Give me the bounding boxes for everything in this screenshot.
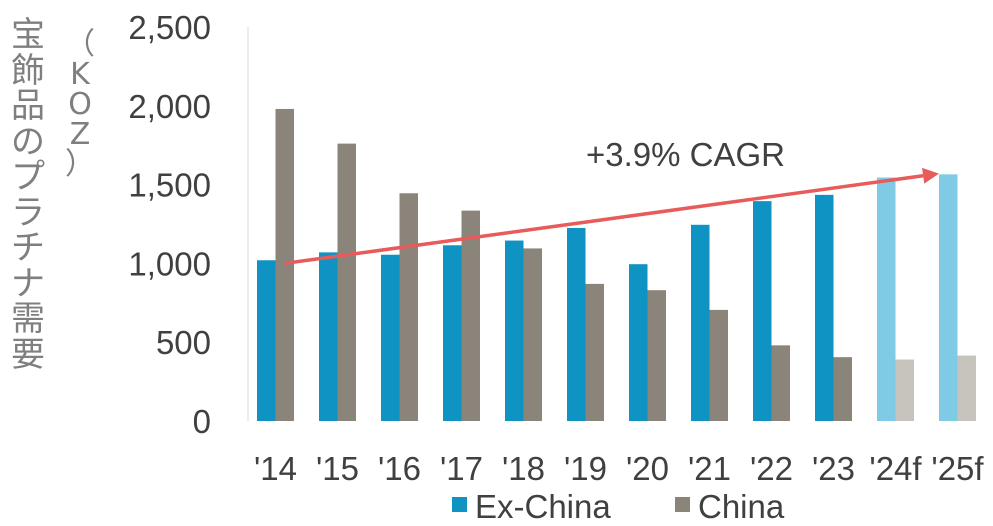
bar-ex-china-16 [381,254,400,421]
cagr-label: +3.9% CAGR [586,136,785,173]
x-tick-label: '18 [502,450,545,487]
y-axis-unit: （K O Z） [65,27,95,182]
y-axis: 0 500 1,000 1,500 2,000 2,500 [128,9,249,440]
bar-ex-china-21 [691,224,710,421]
y-axis-title: 宝飾品のプラチナ需要 [11,15,45,375]
x-tick-label: '14 [254,450,297,487]
x-tick-label: '16 [378,450,421,487]
x-axis: '14 '15 '16 '17 '18 '19 '20 '21 '22 '23 '24f '25f [254,450,984,487]
bar-ex-china-19 [567,227,586,421]
x-tick-label: '21 [688,450,731,487]
y-tick-label: 2,500 [128,9,211,46]
y-tick-label: 500 [156,324,211,361]
cagr-arrow-line [284,174,924,266]
bar-china-25f [957,355,976,421]
bar-china-17 [461,210,480,421]
bar-ex-china-20 [629,264,648,421]
bar-ex-china-17 [443,245,462,421]
bar-ex-china-23 [815,194,834,421]
bar-ex-china-18 [505,240,524,421]
bar-china-15 [337,143,356,421]
bar-ex-china-24f [877,177,896,421]
bar-china-23 [833,357,852,421]
bar-ex-china-22 [753,201,772,421]
y-tick-label: 2,000 [128,88,211,125]
x-tick-label: '25f [931,450,984,487]
y-tick-label: 0 [193,403,211,440]
cagr-arrow-head [922,167,939,184]
legend-swatch-china [675,497,690,512]
y-tick-label: 1,500 [128,167,211,204]
legend-label-ex-china: Ex-China [475,488,611,525]
bar-china-18 [523,248,542,421]
legend-label-china: China [698,488,785,525]
x-tick-label: '22 [750,450,793,487]
bar-ex-china-15 [319,252,338,421]
bars [257,108,976,422]
y-tick-label: 1,000 [128,245,211,282]
x-tick-label: '19 [564,450,607,487]
x-tick-label: '20 [626,450,669,487]
bar-china-21 [709,309,728,421]
bar-china-22 [771,345,790,421]
bar-china-19 [585,283,604,421]
bar-china-20 [647,290,666,421]
bar-china-14 [275,108,294,422]
x-tick-label: '15 [316,450,359,487]
bar-ex-china-25f [939,174,958,421]
bar-china-16 [399,193,418,421]
legend: Ex-China China [452,488,785,525]
x-tick-label: '24f [869,450,922,487]
x-tick-label: '17 [440,450,483,487]
bar-ex-china-14 [257,260,276,421]
cagr-annotation: +3.9% CAGR [284,136,939,266]
legend-swatch-ex-china [452,497,467,512]
x-tick-label: '23 [812,450,855,487]
bar-china-24f [895,359,914,421]
